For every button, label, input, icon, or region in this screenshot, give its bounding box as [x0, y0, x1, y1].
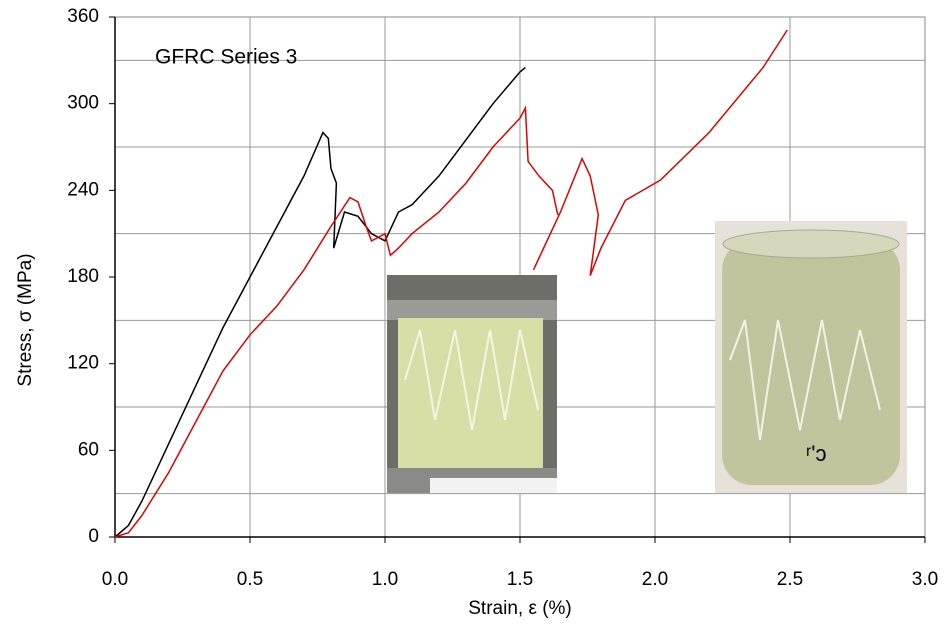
y-tick-label: 180: [67, 266, 99, 287]
photo-mark: ʳ'ɔ: [806, 441, 826, 466]
y-tick-label: 240: [67, 179, 99, 200]
photo-left: [387, 275, 557, 493]
y-tick-label: 0: [88, 526, 99, 547]
x-tick-label: 1.0: [372, 569, 398, 590]
y-axis-label: Stress, σ (MPa): [15, 253, 36, 386]
x-tick-label: 2.0: [642, 569, 668, 590]
y-tick-label: 120: [67, 353, 99, 374]
annotation: GFRC Series 3: [155, 46, 297, 69]
y-tick-label: 60: [78, 439, 99, 460]
data-line: [114, 29, 788, 538]
photo-right: ʳ'ɔ: [715, 221, 907, 493]
x-axis-label: Strain, ε (%): [468, 598, 572, 619]
y-tick-label: 360: [67, 6, 99, 27]
x-tick-label: 1.5: [507, 569, 533, 590]
x-tick-label: 3.0: [912, 569, 938, 590]
x-tick-label: 0.0: [102, 569, 128, 590]
x-tick-label: 2.5: [777, 569, 803, 590]
data-line: [114, 67, 526, 538]
x-tick-label: 0.5: [237, 569, 263, 590]
y-tick-label: 300: [67, 93, 99, 114]
